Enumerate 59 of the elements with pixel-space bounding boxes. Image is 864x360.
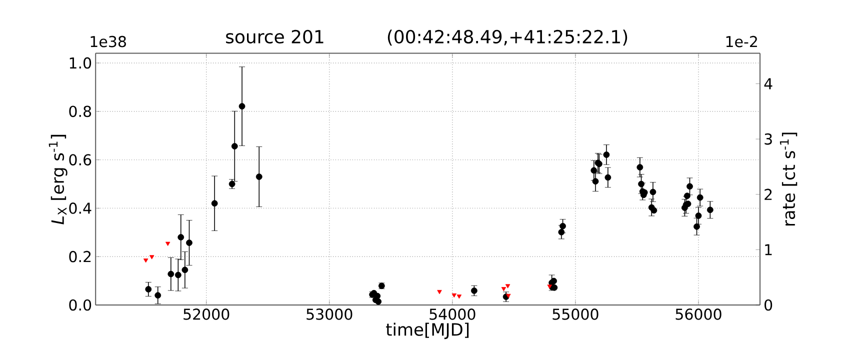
point (650, 188, 656, 196)
y-tick-label: 0.4 (69, 202, 92, 214)
y-axis-title: L$_{X}$ [erg s$^{-1}$] (48, 134, 68, 224)
point (506, 294, 511, 298)
point (560, 222, 566, 230)
point (603, 152, 610, 158)
point (437, 290, 442, 294)
point (186, 240, 192, 246)
point (165, 242, 170, 246)
x-tick-label: 55000 (552, 308, 598, 320)
chart-subtitle: (00:42:48.49,+41:25:22.1) (388, 30, 628, 46)
point (558, 228, 565, 236)
point (686, 183, 693, 190)
y2-tick-label: 4 (764, 78, 772, 90)
point (143, 258, 148, 263)
point (256, 174, 262, 180)
point (168, 270, 174, 278)
point (501, 287, 506, 292)
point (470, 288, 478, 294)
y-tick-label: 0.0 (69, 299, 92, 311)
x-tick-label: 52000 (184, 308, 230, 320)
y-tick-label: 0.8 (69, 106, 92, 118)
point (178, 234, 184, 240)
y2-tick-label: 3 (764, 133, 772, 145)
y2-tick-label: 0 (764, 299, 772, 311)
point (696, 194, 704, 201)
chart-title: source 201 (226, 30, 324, 44)
point (154, 292, 162, 299)
point (456, 294, 462, 299)
x-tick-label: 53000 (306, 308, 352, 320)
y2-tick-label: 1 (765, 244, 772, 256)
point (149, 255, 154, 260)
x-tick-label: 56000 (676, 308, 722, 320)
y2-tick-label: 2 (764, 188, 772, 200)
point (547, 284, 552, 289)
x-axis-title: time[MJD] (386, 322, 469, 340)
y2-axis-title: rate [ct s$^{-1}$] (780, 132, 798, 226)
point (505, 284, 510, 288)
y-tick-label: 0.6 (69, 154, 92, 166)
point (375, 298, 382, 305)
point (182, 266, 188, 274)
y-tick-label: 1.0 (70, 57, 92, 69)
point (145, 286, 152, 292)
point (174, 272, 182, 278)
point (706, 206, 714, 214)
point (231, 143, 238, 150)
y-tick-label: 0.2 (69, 250, 91, 262)
point (694, 223, 700, 230)
text: 1e38 (90, 36, 126, 48)
point (238, 103, 246, 110)
point (636, 164, 644, 170)
point (211, 200, 218, 207)
point (374, 292, 381, 300)
point (604, 174, 612, 181)
text: 1e-2 (726, 36, 757, 48)
point (452, 293, 456, 298)
point (650, 207, 658, 214)
point (695, 212, 702, 219)
x-tick-label: 54000 (430, 308, 476, 320)
